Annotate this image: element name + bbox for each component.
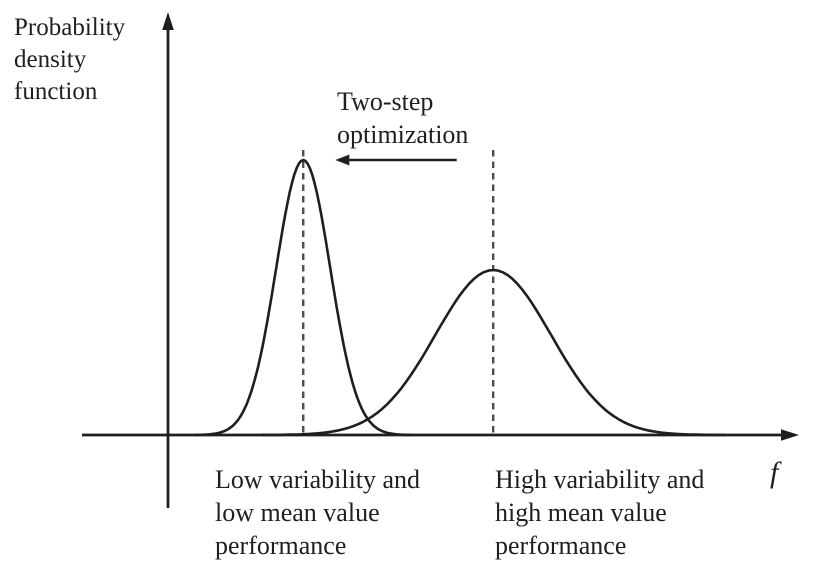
optimization-arrow-head-icon bbox=[335, 154, 350, 166]
y-axis-label: Probability density function bbox=[14, 12, 125, 108]
annotation-line2: optimization bbox=[337, 120, 469, 149]
low-variability-label-line3: performance bbox=[215, 531, 347, 560]
low-variability-label-line2: low mean value bbox=[215, 498, 380, 527]
high-variability-label-line1: High variability and bbox=[495, 465, 705, 494]
x-axis-label: f bbox=[770, 456, 779, 489]
y-axis-label-line2: density bbox=[14, 46, 87, 73]
low-variability-label: Low variability and low mean value perfo… bbox=[215, 463, 420, 562]
y-axis-label-line3: function bbox=[14, 78, 98, 105]
low-variability-label-line1: Low variability and bbox=[215, 465, 421, 494]
high-variability-label-line3: performance bbox=[495, 531, 627, 560]
high-variability-label-line2: high mean value bbox=[495, 498, 667, 527]
low-variability-curve bbox=[193, 158, 413, 437]
high-variability-curve bbox=[260, 268, 726, 437]
two-step-optimization-annotation: Two-step optimization bbox=[337, 85, 468, 151]
y-axis-arrowhead-icon bbox=[162, 12, 174, 30]
annotation-line1: Two-step bbox=[337, 87, 434, 116]
x-axis-arrowhead-icon bbox=[781, 429, 799, 441]
high-variability-label: High variability and high mean value per… bbox=[495, 463, 704, 562]
y-axis-label-line1: Probability bbox=[14, 14, 126, 41]
